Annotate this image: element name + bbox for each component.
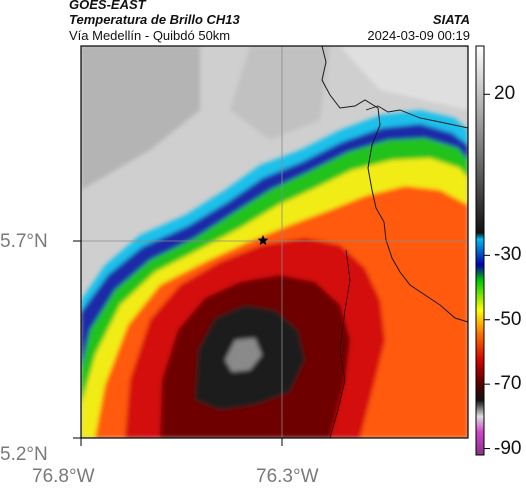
river-line <box>329 249 351 438</box>
longitude-label-76.8W: 76.8°W <box>32 466 95 487</box>
datetime-label: 2024-03-09 00:19 <box>367 28 470 43</box>
colorbar-ticks <box>484 93 490 450</box>
colorbar-label-minus30: -30 <box>494 244 522 266</box>
region-subtitle: Vía Medellín - Quibdó 50km <box>69 28 231 43</box>
product-title: Temperatura de Brillo CH13 <box>69 12 240 27</box>
axis-ticks <box>73 240 283 446</box>
organization-label: SIATA <box>432 12 470 27</box>
latitude-label-5.7N: 5.7°N <box>0 231 48 252</box>
latitude-label-5.2N: 5.2°N <box>0 444 48 465</box>
colorbar <box>475 45 485 456</box>
colorbar-label-minus90: -90 <box>494 437 522 459</box>
border-line-secondary <box>365 105 468 129</box>
location-star-marker <box>257 235 269 245</box>
border-line <box>321 46 468 323</box>
colorbar-label-minus70: -70 <box>494 373 522 395</box>
colorbar-label-minus50: -50 <box>494 308 522 330</box>
satellite-title: GOES-EAST <box>69 0 146 12</box>
colorbar-label-20: 20 <box>494 83 516 105</box>
brightness-temperature-field <box>81 46 468 438</box>
map-frame <box>80 45 469 439</box>
coldest-tops-gray <box>225 338 262 372</box>
longitude-label-76.3W: 76.3°W <box>256 466 319 487</box>
